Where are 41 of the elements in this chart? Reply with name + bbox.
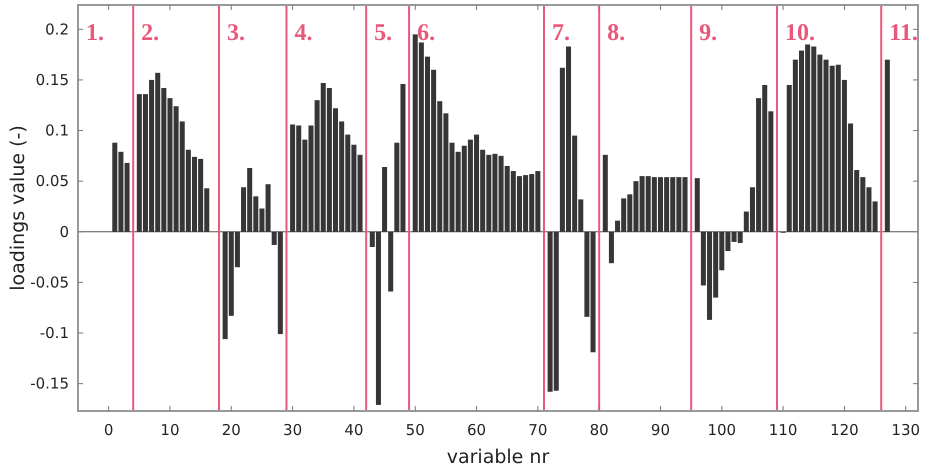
annotation: 1. — [86, 20, 104, 46]
y-tick-label: 0.15 — [36, 70, 69, 89]
x-tick-label: 120 — [830, 421, 859, 439]
bar — [388, 232, 394, 292]
x-tick-label: 130 — [891, 421, 920, 439]
y-tick-label: -0.05 — [30, 273, 69, 292]
bar — [884, 60, 890, 232]
x-tick-label: 100 — [707, 421, 736, 439]
y-tick-label: 0 — [59, 222, 69, 241]
bar — [608, 232, 614, 264]
x-tick-label: 20 — [222, 421, 241, 439]
x-axis-title: variable nr — [446, 446, 550, 468]
annotation: 9. — [699, 20, 718, 46]
annotation: 10. — [784, 20, 815, 46]
x-tick-label: 90 — [650, 421, 670, 439]
x-tick-label: 80 — [590, 421, 609, 439]
annotation: 2. — [141, 20, 160, 46]
annotation: 11. — [889, 20, 918, 46]
y-tick-label: 0.05 — [36, 172, 69, 190]
y-tick-label: 0.1 — [45, 122, 69, 140]
annotation: 5. — [374, 20, 392, 46]
y-tick-label: -0.1 — [40, 324, 69, 342]
annotation: 4. — [294, 20, 312, 46]
x-tick-label: 70 — [528, 421, 548, 439]
bar — [602, 154, 608, 232]
y-tick-label: 0.2 — [45, 20, 69, 38]
x-tick-label: 40 — [344, 421, 364, 439]
y-axis-title: loadings value (-) — [7, 125, 29, 291]
bar — [382, 166, 388, 232]
x-tick-label: 60 — [466, 421, 486, 439]
annotation: 6. — [417, 20, 436, 46]
x-tick-label: 110 — [768, 421, 798, 439]
y-tick-label: -0.15 — [30, 374, 69, 393]
annotation: 8. — [607, 20, 626, 46]
x-tick-label: 50 — [406, 421, 425, 439]
bar — [694, 178, 700, 232]
annotation: 3. — [227, 20, 246, 46]
x-tick-label: 0 — [104, 421, 114, 439]
x-tick-label: 10 — [160, 421, 180, 439]
annotation: 7. — [552, 20, 570, 46]
x-tick-label: 30 — [283, 421, 302, 439]
